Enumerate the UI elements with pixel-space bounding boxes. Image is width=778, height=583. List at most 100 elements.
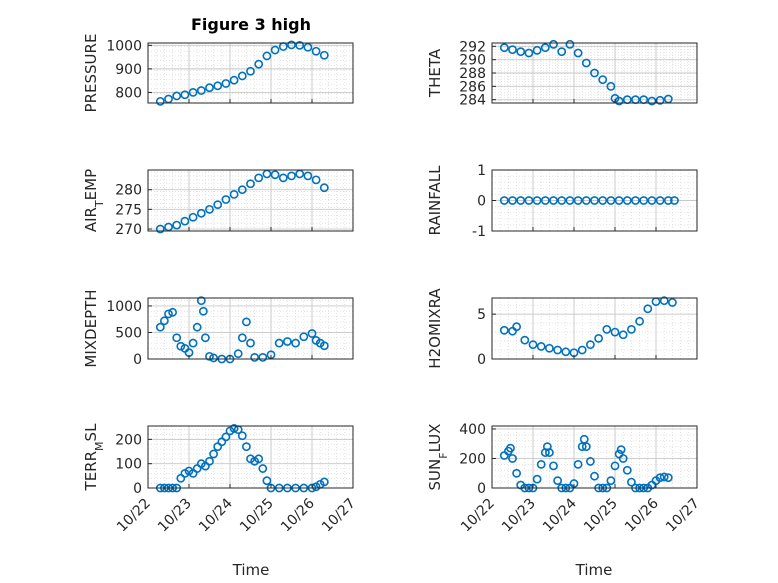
plot-area [148, 298, 353, 359]
data-point [614, 196, 624, 205]
data-point [545, 343, 554, 353]
data-point [311, 46, 321, 56]
data-point [528, 340, 538, 350]
data-point [205, 351, 214, 361]
data-point [639, 196, 649, 205]
x-tick-label: 10/27 [319, 496, 359, 536]
y-tick-label: 800 [115, 85, 142, 101]
data-point [291, 338, 300, 348]
data-point [565, 196, 575, 205]
x-tick-label: 10/24 [540, 495, 580, 535]
data-point [557, 196, 567, 205]
data-point [561, 347, 571, 357]
data-point [670, 196, 679, 205]
data-point [188, 338, 198, 348]
y-tick-label: 288 [459, 66, 486, 82]
data-point [172, 220, 182, 230]
data-series [155, 169, 329, 234]
x-axis-label-left: Time [232, 561, 270, 579]
data-point [205, 204, 214, 214]
axes-box [147, 297, 354, 360]
data-point [270, 170, 280, 180]
x-tick-label: 10/26 [278, 495, 318, 535]
data-point [610, 327, 620, 337]
data-point [250, 353, 259, 362]
data-point [536, 459, 546, 469]
data-point [168, 307, 177, 317]
data-point [172, 333, 182, 343]
data-point [659, 296, 669, 306]
data-point [610, 461, 620, 471]
data-point [221, 432, 231, 442]
data-point [233, 349, 243, 359]
data-point [627, 477, 636, 487]
data-point [616, 445, 626, 455]
data-point [205, 456, 214, 466]
y-tick-label: 100 [115, 457, 142, 473]
data-point [274, 338, 284, 348]
data-point [499, 325, 509, 335]
data-point [655, 473, 665, 483]
data-point [164, 309, 173, 319]
y-tick-label: 1000 [106, 38, 142, 54]
x-tick-label: 10/22 [114, 496, 154, 536]
y-axis-label: PRESSURE [82, 34, 100, 113]
subplot-7: 0 100 200 10/22 10/23 10/24 10/25 10/26 10/27 TER… [82, 423, 359, 535]
data-point [540, 196, 550, 205]
data-point [282, 337, 292, 346]
subplot-1: 800 900 1000 PRESSURE [82, 34, 354, 113]
data-point [581, 58, 591, 68]
data-point [258, 464, 268, 473]
data-point [221, 79, 231, 88]
data-point [540, 43, 550, 53]
data-point [590, 471, 599, 481]
data-point [647, 196, 657, 205]
data-point [278, 173, 288, 183]
data-point [606, 476, 616, 486]
data-point [524, 196, 534, 205]
data-point [155, 322, 165, 332]
data-point [254, 173, 264, 183]
axes-box [147, 169, 354, 232]
data-point [258, 353, 268, 362]
data-point [602, 324, 612, 334]
data-point [200, 333, 210, 343]
data-point [287, 171, 296, 181]
data-point [159, 316, 169, 326]
x-tick-label: 10/25 [237, 496, 277, 536]
x-tick-label: 10/24 [196, 495, 236, 535]
y-axis-label: RAINFALL [426, 165, 444, 236]
data-point [668, 298, 677, 307]
y-tick-label: 900 [115, 62, 142, 78]
data-point [307, 329, 317, 338]
data-point [254, 59, 264, 69]
data-point [287, 40, 296, 50]
data-point [663, 473, 673, 483]
data-point [598, 196, 608, 205]
data-point [172, 91, 182, 101]
y-tick-label: 0 [477, 194, 486, 210]
data-point [237, 431, 247, 441]
plot-area [492, 426, 697, 488]
y-axis-label: TERRMSL [82, 423, 106, 492]
plot-area [148, 426, 353, 488]
y-tick-label: 292 [459, 39, 486, 55]
data-point [618, 330, 628, 340]
data-point [237, 333, 247, 343]
data-point [209, 449, 218, 459]
data-point [241, 317, 251, 327]
data-point [586, 457, 595, 466]
data-point [188, 212, 198, 222]
y-tick-label: 0 [133, 352, 142, 368]
y-tick-label: 200 [115, 432, 142, 448]
data-point [532, 45, 542, 55]
data-point [155, 96, 165, 106]
data-series [155, 40, 329, 106]
data-point [188, 88, 198, 97]
data-point [590, 196, 599, 205]
data-point [180, 216, 190, 226]
data-point [565, 39, 575, 49]
data-point [577, 345, 587, 355]
